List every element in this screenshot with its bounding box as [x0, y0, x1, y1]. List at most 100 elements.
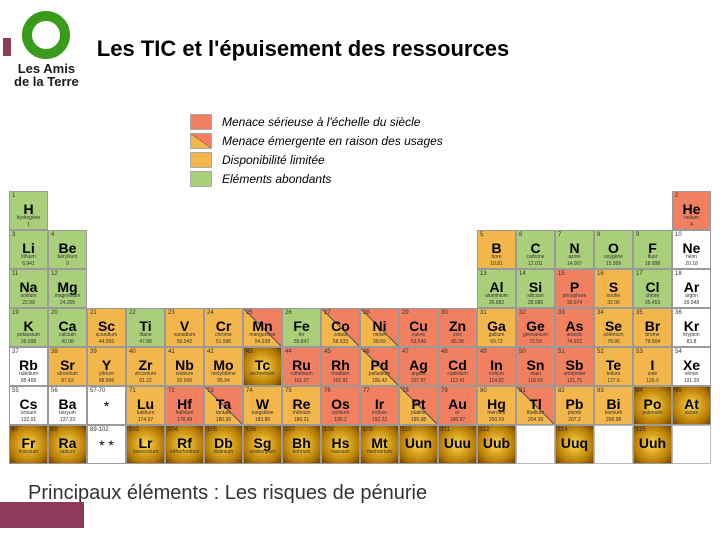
atomic-mass: 126.9 — [634, 378, 671, 384]
legend-label: Disponibilité limitée — [222, 153, 325, 167]
logo: Les Amis de la Terre — [14, 10, 79, 88]
atomic-mass: 47.88 — [127, 339, 164, 345]
atomic-number: 2 — [675, 193, 678, 199]
atomic-mass: 72.59 — [517, 339, 554, 345]
element-cell: 34Sesélénium78.96 — [594, 308, 633, 347]
element-cell: 40Zrzirconium91.22 — [126, 347, 165, 386]
logo-line2: de la Terre — [14, 75, 79, 88]
atomic-mass: 83.8 — [673, 339, 710, 345]
element-cell: 1Hhydrogène1 — [9, 191, 48, 230]
element-name: argon — [673, 293, 710, 299]
atomic-mass: 40.08 — [49, 339, 86, 345]
element-name: zinc — [439, 332, 476, 338]
atomic-number: 8 — [597, 232, 600, 238]
element-cell — [516, 425, 555, 464]
element-name: scandium — [88, 332, 125, 338]
element-name: hafnium — [166, 410, 203, 416]
element-symbol: Uuq — [556, 435, 593, 451]
element-name: rubidium — [10, 371, 47, 377]
element-cell: 54Xexénon131.29 — [672, 347, 711, 386]
legend-swatch — [190, 171, 212, 187]
atomic-mass: 15.999 — [595, 261, 632, 267]
element-cell: 12Mgmagnésium24.305 — [48, 269, 87, 308]
atomic-number: 77 — [363, 388, 370, 394]
element-name: polonium — [634, 410, 671, 416]
atomic-mass: 58.69 — [361, 339, 398, 345]
element-name: platine — [400, 410, 437, 416]
decoration-tab — [3, 38, 11, 56]
atomic-mass: 118.69 — [517, 378, 554, 384]
element-cell: 114Uuq — [555, 425, 594, 464]
element-name: strontium — [49, 371, 86, 377]
element-cell: 87Frfrancium — [9, 425, 48, 464]
atomic-number: 80 — [480, 388, 487, 394]
atomic-mass: 26.982 — [478, 300, 515, 306]
atomic-number: 41 — [168, 349, 175, 355]
atomic-number: 25 — [246, 310, 253, 316]
element-cell: 41Nbniobium92.906 — [165, 347, 204, 386]
element-cell: 84Popolonium — [633, 386, 672, 425]
element-cell: 24Crchrome51.996 — [204, 308, 243, 347]
atomic-number: 50 — [519, 349, 526, 355]
element-name: tellure — [595, 371, 632, 377]
element-name: sélénium — [595, 332, 632, 338]
element-name: tantale — [205, 410, 242, 416]
element-cell: 57-70* — [87, 386, 126, 425]
atomic-number: 71 — [129, 388, 136, 394]
element-cell: 77Iriridium192.22 — [360, 386, 399, 425]
atomic-number: 40 — [129, 349, 136, 355]
element-cell: 83Bibismuth208.98 — [594, 386, 633, 425]
atomic-number: 32 — [519, 310, 526, 316]
atomic-mass: 192.22 — [361, 417, 398, 423]
element-cell: 21Scscandium44.956 — [87, 308, 126, 347]
legend-label: Eléments abondants — [222, 172, 331, 186]
element-cell: 85Atastate — [672, 386, 711, 425]
atomic-number: 55 — [12, 388, 19, 394]
element-cell: 7Nazote14.007 — [555, 230, 594, 269]
element-cell: 32Gegermanium72.59 — [516, 308, 555, 347]
element-name: chrome — [205, 332, 242, 338]
atomic-mass: 174.97 — [127, 417, 164, 423]
atomic-number: 112 — [480, 427, 490, 433]
atomic-mass: 69.72 — [478, 339, 515, 345]
atomic-number: 49 — [480, 349, 487, 355]
element-name: gallium — [478, 332, 515, 338]
atomic-number: 85 — [675, 388, 682, 394]
element-cell: 110Uun — [399, 425, 438, 464]
element-cell: 14Sisilicium28.086 — [516, 269, 555, 308]
element-name: sodium — [10, 293, 47, 299]
atomic-mass: 114.82 — [478, 378, 515, 384]
element-name: osmium — [322, 410, 359, 416]
atomic-number: 105 — [207, 427, 217, 433]
element-cell: 55Cscésium132.91 — [9, 386, 48, 425]
atomic-number: 53 — [636, 349, 643, 355]
logo-ring-icon — [17, 10, 75, 60]
atomic-mass: 195.08 — [400, 417, 437, 423]
atomic-mass: 32.06 — [595, 300, 632, 306]
atomic-number: 26 — [285, 310, 292, 316]
atomic-mass: 208.98 — [595, 417, 632, 423]
element-cell: 107Bhbohrium — [282, 425, 321, 464]
element-cell: 116Uuh — [633, 425, 672, 464]
element-name: palladium — [361, 371, 398, 377]
element-cell: 4Bebéryllium9 — [48, 230, 87, 269]
element-cell: 27Cocobalt58.933 — [321, 308, 360, 347]
element-cell: 22Tititane47.88 — [126, 308, 165, 347]
element-cell: 38Srstrontium87.62 — [48, 347, 87, 386]
element-cell: 81Tlthallium204.38 — [516, 386, 555, 425]
atomic-number: 3 — [12, 232, 15, 238]
atomic-mass: 22.99 — [10, 300, 47, 306]
element-name: plomb — [556, 410, 593, 416]
atomic-mass: 137.33 — [49, 417, 86, 423]
atomic-number: 4 — [51, 232, 54, 238]
atomic-number: 23 — [168, 310, 175, 316]
element-name: vanadium — [166, 332, 203, 338]
element-cell: 53Iiode126.9 — [633, 347, 672, 386]
atomic-number: 19 — [12, 310, 19, 316]
legend-swatch — [190, 133, 212, 149]
element-name: fer — [283, 332, 320, 338]
atomic-number: 30 — [441, 310, 448, 316]
atomic-number: 7 — [558, 232, 561, 238]
legend-label: Menace sérieuse à l'échelle du siècle — [222, 115, 420, 129]
element-name: indium — [478, 371, 515, 377]
